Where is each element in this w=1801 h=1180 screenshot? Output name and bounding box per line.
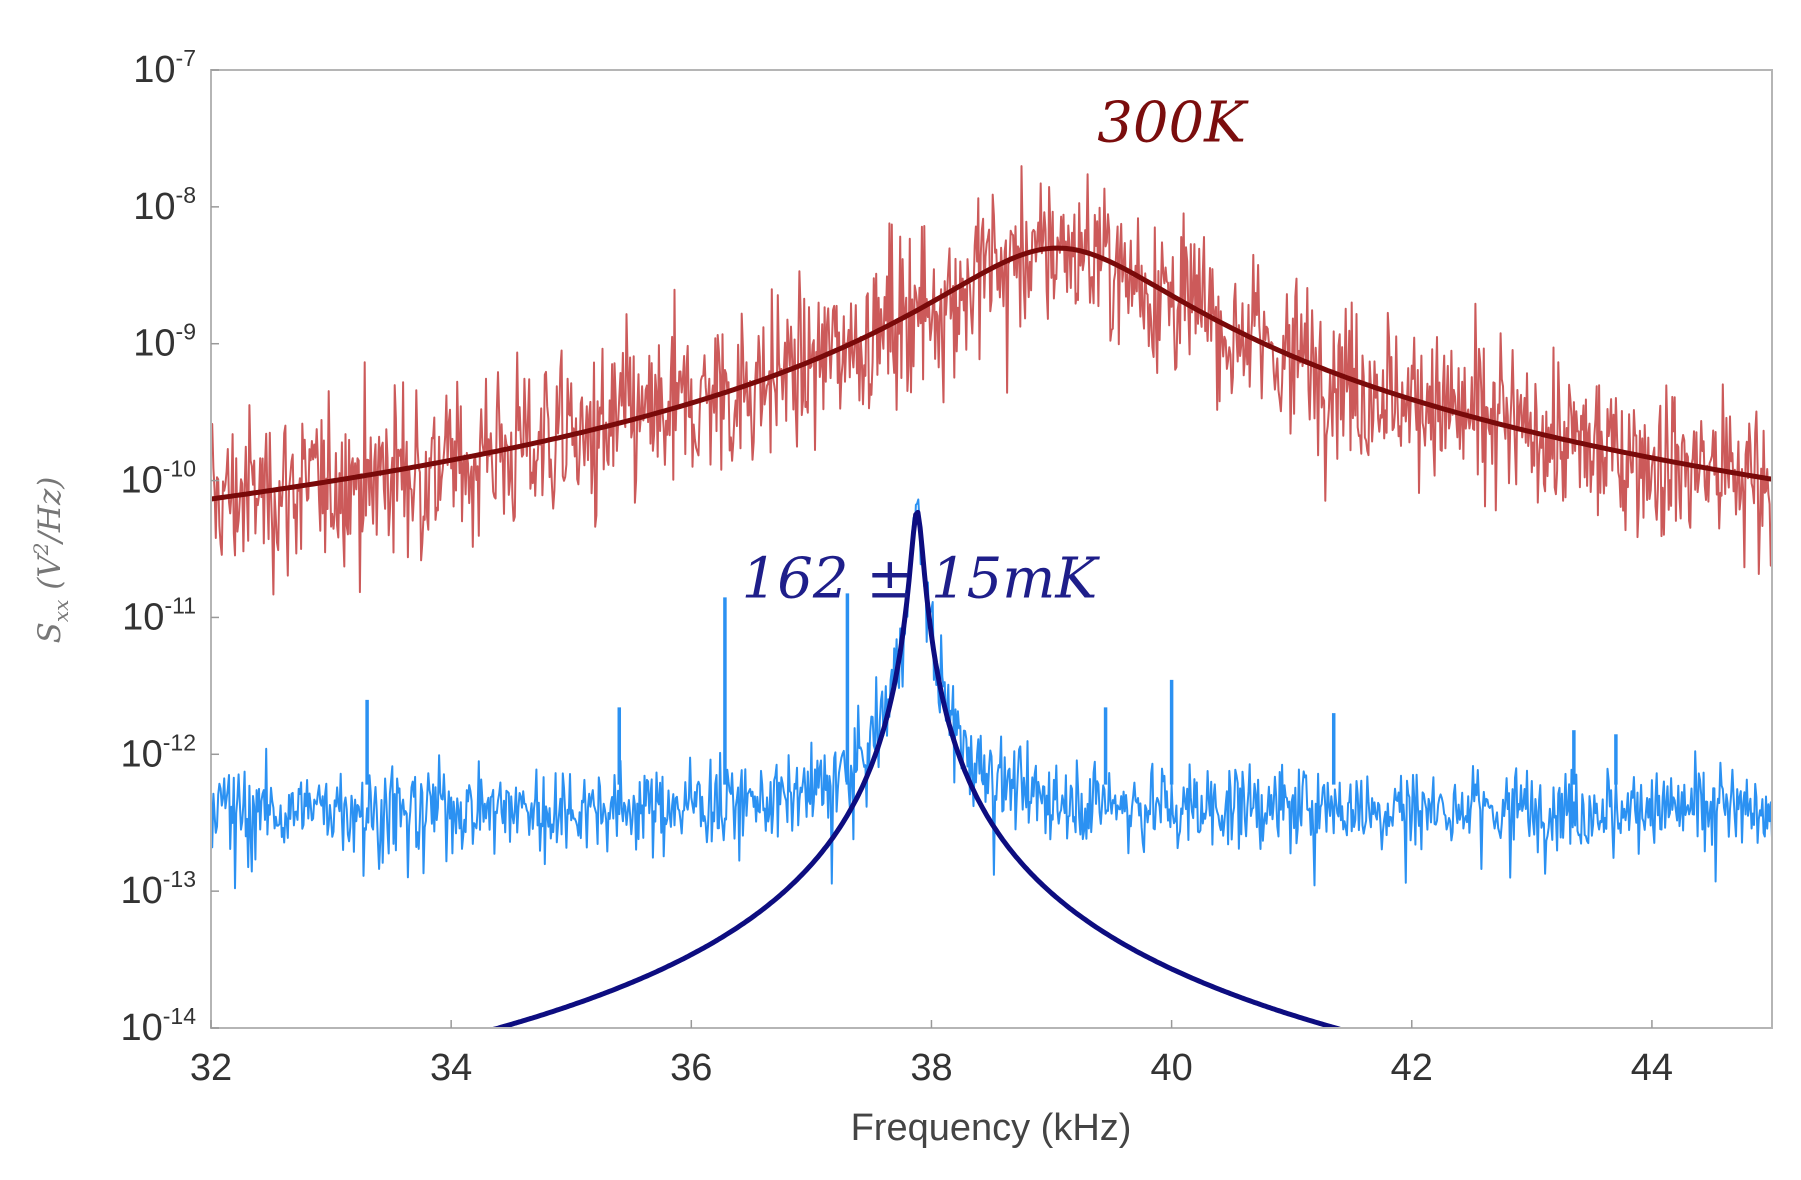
y-tick-base: 10 xyxy=(122,596,164,638)
y-tick-label: 10-7 xyxy=(133,45,196,91)
y-tick-exponent: -7 xyxy=(176,45,196,71)
y-tick-label: 10-14 xyxy=(120,1003,196,1049)
y-axis-label-subscript: xx xyxy=(49,600,73,623)
x-axis: 32 34 36 38 40 42 44 xyxy=(190,1020,1673,1089)
fit-line xyxy=(489,509,1345,1028)
series-annotation: 300K xyxy=(1097,91,1249,156)
x-tick-label: 38 xyxy=(910,1047,952,1089)
series-annotation: 162 ± 15mK xyxy=(742,546,1101,611)
y-tick-label: 10-11 xyxy=(122,592,196,638)
y-tick-exponent: -13 xyxy=(163,866,196,892)
x-tick-label: 44 xyxy=(1631,1047,1673,1089)
y-tick-exponent: -14 xyxy=(163,1003,196,1029)
y-tick-base: 10 xyxy=(133,49,175,91)
y-tick-base: 10 xyxy=(133,323,175,365)
x-axis-label: Frequency (kHz) xyxy=(851,1107,1132,1149)
x-tick-label: 42 xyxy=(1391,1047,1433,1089)
y-axis-label-superscript: 2 xyxy=(29,543,53,557)
x-tick-label: 32 xyxy=(190,1047,232,1089)
y-axis-label-unit-open: (V xyxy=(32,552,68,600)
y-tick-label: 10-12 xyxy=(120,729,196,775)
y-tick-base: 10 xyxy=(133,186,175,228)
y-tick-label: 10-13 xyxy=(120,866,196,912)
y-tick-exponent: -9 xyxy=(176,319,196,345)
y-tick-label: 10-9 xyxy=(133,319,196,365)
y-axis-label-unit-close: /Hz) xyxy=(32,477,68,546)
series-layer xyxy=(211,165,1772,1028)
annotations: 300K 162 ± 15mK xyxy=(742,91,1249,612)
x-tick-label: 40 xyxy=(1150,1047,1192,1089)
y-axis-label: Sxx (V2/Hz) xyxy=(29,477,73,644)
y-tick-base: 10 xyxy=(120,870,162,912)
x-tick-label: 36 xyxy=(670,1047,712,1089)
data-trace xyxy=(211,165,1772,596)
fit-line xyxy=(211,245,1772,502)
y-tick-exponent: -10 xyxy=(163,456,196,482)
y-tick-label: 10-10 xyxy=(120,456,196,502)
y-tick-exponent: -11 xyxy=(164,592,196,618)
y-tick-base: 10 xyxy=(120,1007,162,1049)
y-tick-base: 10 xyxy=(120,460,162,502)
plot-frame xyxy=(210,69,1773,1029)
data-trace xyxy=(211,498,1772,890)
y-tick-exponent: -8 xyxy=(176,182,196,208)
y-axis-label-symbol: S xyxy=(32,622,68,643)
y-tick-exponent: -12 xyxy=(163,729,196,755)
y-tick-base: 10 xyxy=(120,733,162,775)
y-tick-label: 10-8 xyxy=(133,182,196,228)
x-tick-label: 34 xyxy=(430,1047,472,1089)
